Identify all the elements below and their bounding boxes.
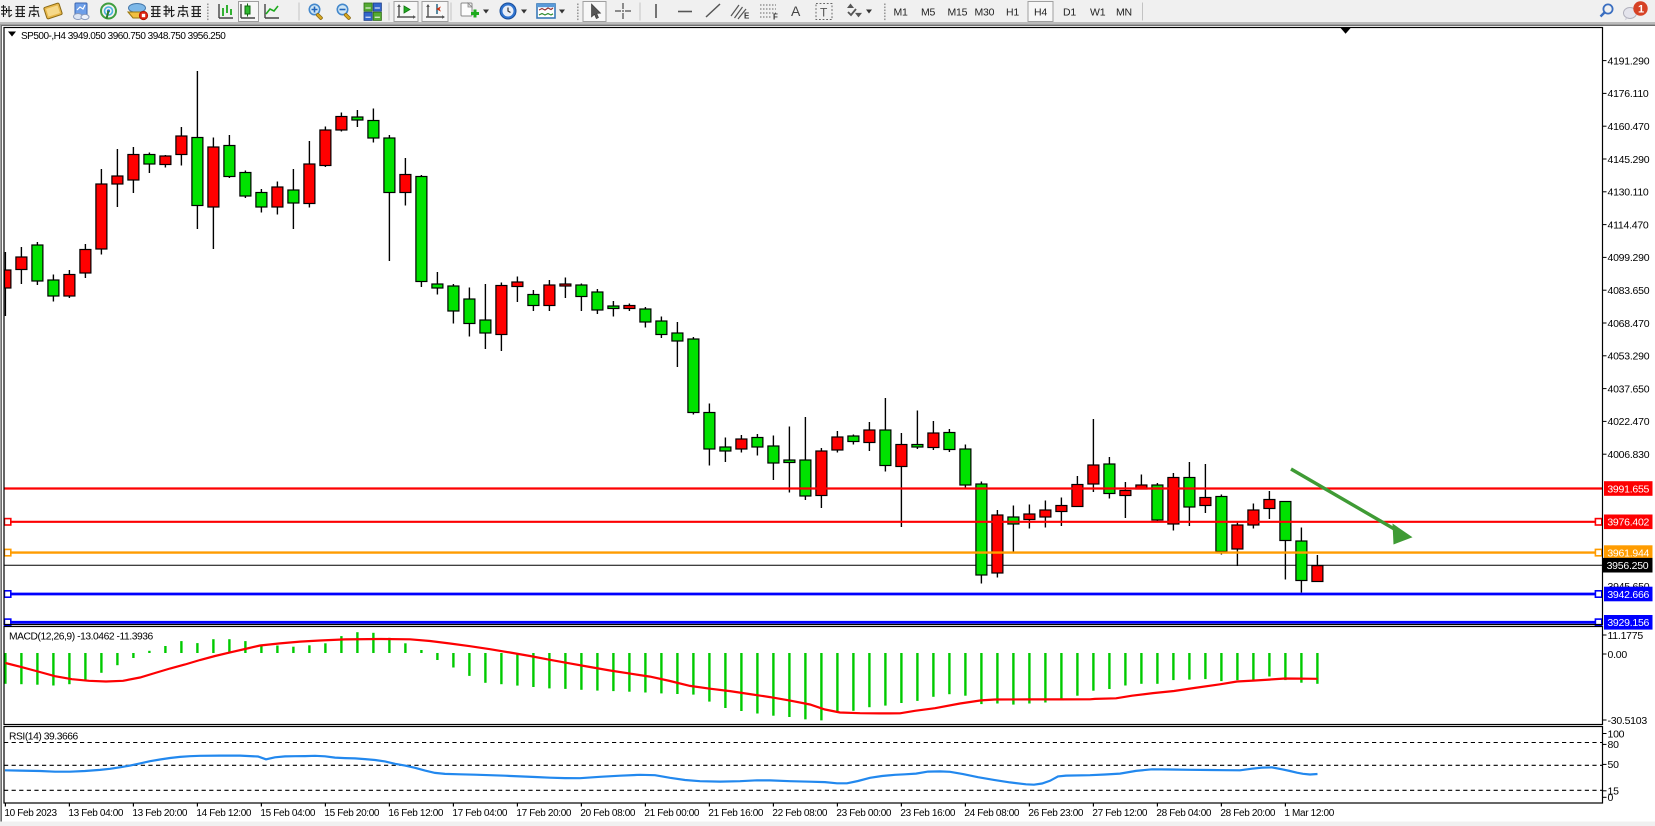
svg-text:13 Feb 20:00: 13 Feb 20:00 <box>132 808 188 819</box>
svg-text:3929.156: 3929.156 <box>1607 617 1649 629</box>
svg-text:3991.655: 3991.655 <box>1607 483 1649 495</box>
svg-text:SP500-,H4 3949.050 3960.750 3: SP500-,H4 3949.050 3960.750 3948.750 395… <box>21 31 226 42</box>
svg-text:M5: M5 <box>921 7 936 19</box>
svg-text:RSI(14) 39.3666: RSI(14) 39.3666 <box>9 732 79 743</box>
svg-text:3956.250: 3956.250 <box>1607 560 1649 572</box>
svg-text:21 Feb 00:00: 21 Feb 00:00 <box>644 808 700 819</box>
svg-text:4114.470: 4114.470 <box>1608 219 1649 231</box>
svg-text:A: A <box>791 3 801 19</box>
svg-text:4022.470: 4022.470 <box>1608 416 1650 428</box>
svg-text:4053.290: 4053.290 <box>1608 351 1650 363</box>
svg-text:27 Feb 12:00: 27 Feb 12:00 <box>1092 808 1148 819</box>
svg-text:16 Feb 12:00: 16 Feb 12:00 <box>388 808 444 819</box>
svg-text:4130.110: 4130.110 <box>1608 187 1649 199</box>
svg-text:T: T <box>820 6 828 20</box>
svg-text:MACD(12,26,9) -13.0462 -11.393: MACD(12,26,9) -13.0462 -11.3936 <box>9 632 154 643</box>
svg-text:24 Feb 08:00: 24 Feb 08:00 <box>964 808 1020 819</box>
svg-text:50: 50 <box>1608 759 1620 771</box>
svg-text:28 Feb 04:00: 28 Feb 04:00 <box>1156 808 1212 819</box>
svg-text:MN: MN <box>1116 7 1132 19</box>
svg-text:21 Feb 16:00: 21 Feb 16:00 <box>708 808 764 819</box>
svg-text:15: 15 <box>1608 786 1620 798</box>
svg-text:20 Feb 08:00: 20 Feb 08:00 <box>580 808 636 819</box>
svg-text:0.00: 0.00 <box>1608 649 1628 661</box>
svg-text:4037.650: 4037.650 <box>1608 383 1650 395</box>
svg-text:80: 80 <box>1608 739 1620 751</box>
svg-text:13 Feb 04:00: 13 Feb 04:00 <box>68 808 124 819</box>
svg-text:1 Mar 12:00: 1 Mar 12:00 <box>1284 808 1334 819</box>
svg-text:4145.290: 4145.290 <box>1608 154 1650 166</box>
svg-text:15 Feb 20:00: 15 Feb 20:00 <box>324 808 380 819</box>
svg-text:23 Feb 00:00: 23 Feb 00:00 <box>836 808 892 819</box>
svg-text:3942.666: 3942.666 <box>1607 589 1649 601</box>
svg-text:17 Feb 04:00: 17 Feb 04:00 <box>452 808 508 819</box>
svg-text:4160.470: 4160.470 <box>1608 121 1650 133</box>
svg-text:100: 100 <box>1608 728 1625 740</box>
svg-text:4176.110: 4176.110 <box>1608 88 1649 100</box>
svg-text:H4: H4 <box>1034 7 1047 19</box>
svg-text:3961.944: 3961.944 <box>1607 548 1649 560</box>
svg-text:14 Feb 12:00: 14 Feb 12:00 <box>196 808 252 819</box>
svg-text:4068.470: 4068.470 <box>1608 318 1650 330</box>
svg-text:D1: D1 <box>1063 7 1076 19</box>
svg-text:1: 1 <box>1638 4 1644 16</box>
svg-text:-30.5103: -30.5103 <box>1608 715 1648 727</box>
svg-text:15 Feb 04:00: 15 Feb 04:00 <box>260 808 316 819</box>
svg-text:22 Feb 08:00: 22 Feb 08:00 <box>772 808 828 819</box>
svg-text:23 Feb 16:00: 23 Feb 16:00 <box>900 808 956 819</box>
svg-text:26 Feb 23:00: 26 Feb 23:00 <box>1028 808 1084 819</box>
svg-text:4099.290: 4099.290 <box>1608 252 1650 264</box>
svg-text:4191.290: 4191.290 <box>1608 55 1650 67</box>
svg-text:10 Feb 2023: 10 Feb 2023 <box>4 808 57 819</box>
svg-text:M30: M30 <box>975 7 995 19</box>
svg-text:M1: M1 <box>894 7 909 19</box>
svg-text:4006.830: 4006.830 <box>1608 449 1650 461</box>
svg-text:4083.650: 4083.650 <box>1608 285 1650 297</box>
svg-text:28 Feb 20:00: 28 Feb 20:00 <box>1220 808 1276 819</box>
svg-text:W1: W1 <box>1090 7 1106 19</box>
svg-text:M15: M15 <box>948 7 968 19</box>
svg-text:F: F <box>773 13 778 22</box>
svg-text:17 Feb 20:00: 17 Feb 20:00 <box>516 808 572 819</box>
svg-text:H1: H1 <box>1006 7 1019 19</box>
svg-text:0: 0 <box>1608 792 1614 804</box>
svg-text:E: E <box>744 12 750 21</box>
svg-text:3976.402: 3976.402 <box>1607 517 1649 529</box>
svg-text:11.1775: 11.1775 <box>1608 630 1644 642</box>
